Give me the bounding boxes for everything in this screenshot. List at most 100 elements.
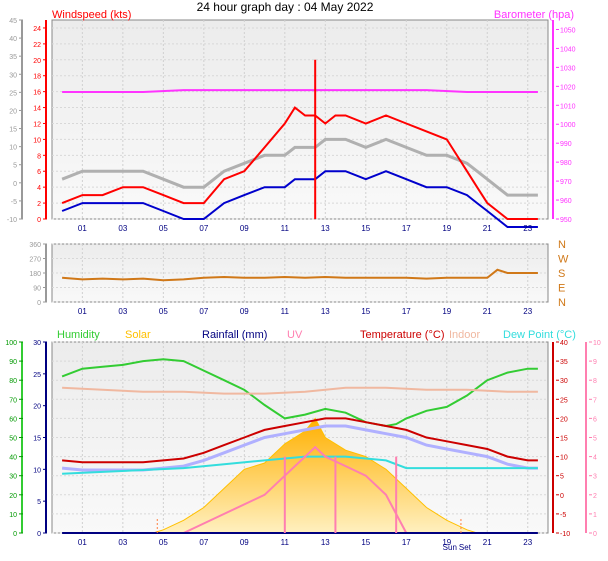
uv-tick: 9 — [593, 359, 597, 366]
uv-tick: 1 — [593, 512, 597, 519]
x-tick-label: 19 — [442, 307, 451, 316]
wind-outer-tick: 20 — [9, 108, 17, 115]
rain-tick: 5 — [37, 499, 41, 506]
direction-series — [62, 268, 538, 282]
wind-outer-tick: 35 — [9, 54, 17, 61]
legend-item: UV — [287, 329, 303, 341]
baro-tick: 990 — [560, 141, 572, 148]
wind-tick: 4 — [37, 185, 41, 192]
dir-compass-label: S — [558, 268, 565, 280]
uv-tick: 2 — [593, 493, 597, 500]
wind-axis-label: Windspeed (kts) — [52, 9, 131, 21]
dir-compass-label: W — [558, 254, 569, 266]
dir-compass-label: N — [558, 239, 566, 251]
humidity-tick: 70 — [9, 397, 17, 404]
legend-item: Indoor — [449, 329, 481, 341]
x-tick-label: 11 — [281, 224, 290, 233]
graph-title: 24 hour graph day : 04 May 2022 — [197, 0, 374, 14]
x-tick-label: 03 — [118, 224, 127, 233]
wind-outer-tick: 40 — [9, 36, 17, 43]
temp-tick: 5 — [560, 474, 564, 481]
wind-outer-tick: 15 — [9, 127, 17, 134]
baro-tick: 1040 — [560, 46, 576, 53]
x-tick-label: 13 — [321, 538, 330, 547]
temp-tick: 30 — [560, 378, 568, 385]
wind-outer-tick: 5 — [13, 163, 17, 170]
x-tick-label: 11 — [281, 538, 290, 547]
dir-tick: 90 — [33, 286, 41, 293]
rain-tick: 25 — [33, 372, 41, 379]
x-tick-label: 13 — [321, 307, 330, 316]
uv-tick: 4 — [593, 455, 597, 462]
x-tick-label: 21 — [483, 538, 492, 547]
temp-tick: -5 — [560, 512, 566, 519]
humidity-tick: 0 — [13, 531, 17, 538]
baro-series — [62, 89, 538, 93]
baro-tick: 1030 — [560, 65, 576, 72]
wind-avg-series — [61, 170, 538, 228]
baro-tick: 1010 — [560, 103, 576, 110]
temp-tick: 0 — [560, 493, 564, 500]
wind-series — [61, 106, 538, 220]
x-tick-label: 19 — [442, 538, 451, 547]
wind-tick: 10 — [33, 137, 41, 144]
legend-item: Dew Point (°C) — [503, 329, 576, 341]
x-tick-label: 07 — [199, 307, 208, 316]
baro-tick: 950 — [560, 217, 572, 224]
wind-tick: 0 — [37, 217, 41, 224]
wind-outer-tick: -10 — [7, 217, 17, 224]
x-tick-label: 09 — [240, 538, 249, 547]
indoor-series — [62, 386, 538, 395]
dir-compass-label: N — [558, 297, 566, 309]
set-label: Set — [459, 543, 472, 552]
x-tick-label: 15 — [361, 307, 370, 316]
humidity-series — [61, 358, 538, 428]
wind-tick: 20 — [33, 58, 41, 65]
wind-tick: 8 — [37, 153, 41, 160]
baro-tick: 1020 — [560, 84, 576, 91]
x-tick-label: 21 — [483, 224, 492, 233]
legend-item: Temperature (°C) — [360, 329, 444, 341]
x-tick-label: 03 — [118, 307, 127, 316]
uv-tick: 8 — [593, 378, 597, 385]
x-tick-label: 17 — [402, 538, 411, 547]
gust-series — [61, 137, 538, 197]
dir-compass-label: E — [558, 283, 565, 295]
dir-tick: 360 — [29, 242, 41, 249]
legend-item: Humidity — [57, 329, 100, 341]
x-tick-label: 09 — [240, 224, 249, 233]
x-tick-label: 15 — [361, 538, 370, 547]
wind-tick: 18 — [33, 74, 41, 81]
humidity-tick: 20 — [9, 493, 17, 500]
rain-tick: 20 — [33, 404, 41, 411]
x-tick-label: 07 — [199, 538, 208, 547]
rain-tick: 30 — [33, 340, 41, 347]
humidity-tick: 90 — [9, 359, 17, 366]
wind-outer-tick: 25 — [9, 90, 17, 97]
x-tick-label: 09 — [240, 307, 249, 316]
humidity-tick: 100 — [5, 340, 17, 347]
x-tick-label: 07 — [199, 224, 208, 233]
rain-tick: 10 — [33, 467, 41, 474]
temp-tick: 20 — [560, 416, 568, 423]
x-tick-label: 05 — [159, 224, 168, 233]
uv-tick: 10 — [593, 340, 601, 347]
humidity-tick: 50 — [9, 436, 17, 443]
temp-tick: 40 — [560, 340, 568, 347]
wind-tick: 12 — [33, 121, 41, 128]
uv-tick: 5 — [593, 436, 597, 443]
x-tick-label: 05 — [159, 307, 168, 316]
x-tick-label: 01 — [78, 224, 87, 233]
x-tick-label: 01 — [78, 538, 87, 547]
dir-tick: 180 — [29, 271, 41, 278]
wind-tick: 16 — [33, 90, 41, 97]
x-tick-label: 17 — [402, 307, 411, 316]
baro-axis-label: Barometer (hpa) — [494, 9, 574, 21]
x-tick-label: 15 — [361, 224, 370, 233]
humidity-tick: 40 — [9, 455, 17, 462]
baro-tick: 970 — [560, 179, 572, 186]
baro-tick: 1000 — [560, 122, 576, 129]
uv-tick: 3 — [593, 474, 597, 481]
